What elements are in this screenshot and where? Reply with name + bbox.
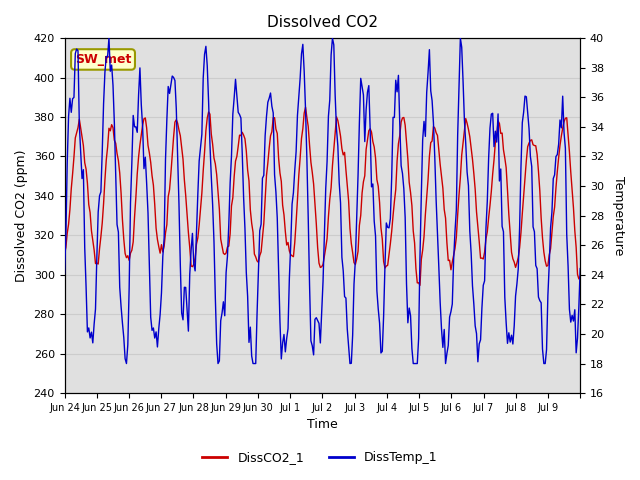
Title: Dissolved CO2: Dissolved CO2 bbox=[267, 15, 378, 30]
Y-axis label: Dissolved CO2 (ppm): Dissolved CO2 (ppm) bbox=[15, 149, 28, 282]
Legend: DissCO2_1, DissTemp_1: DissCO2_1, DissTemp_1 bbox=[197, 446, 443, 469]
X-axis label: Time: Time bbox=[307, 419, 338, 432]
Text: SW_met: SW_met bbox=[75, 53, 131, 66]
Y-axis label: Temperature: Temperature bbox=[612, 176, 625, 255]
